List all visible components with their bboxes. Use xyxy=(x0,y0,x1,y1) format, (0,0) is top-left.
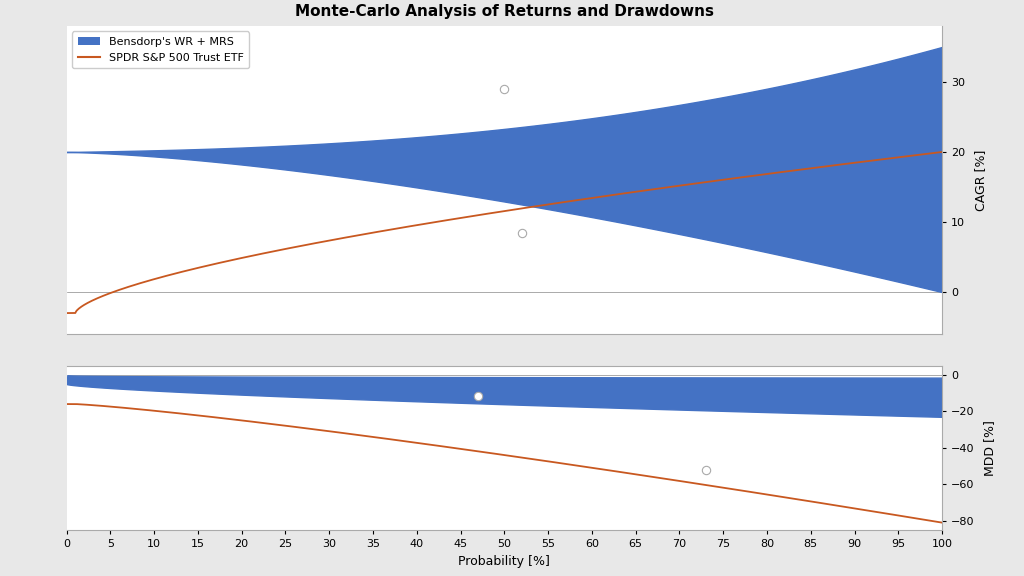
Legend: Bensdorp's WR + MRS, SPDR S&P 500 Trust ETF: Bensdorp's WR + MRS, SPDR S&P 500 Trust … xyxy=(72,32,249,68)
Y-axis label: MDD [%]: MDD [%] xyxy=(983,420,996,476)
Title: Monte-Carlo Analysis of Returns and Drawdowns: Monte-Carlo Analysis of Returns and Draw… xyxy=(295,4,714,19)
X-axis label: Probability [%]: Probability [%] xyxy=(459,555,550,567)
Y-axis label: CAGR [%]: CAGR [%] xyxy=(974,149,986,211)
